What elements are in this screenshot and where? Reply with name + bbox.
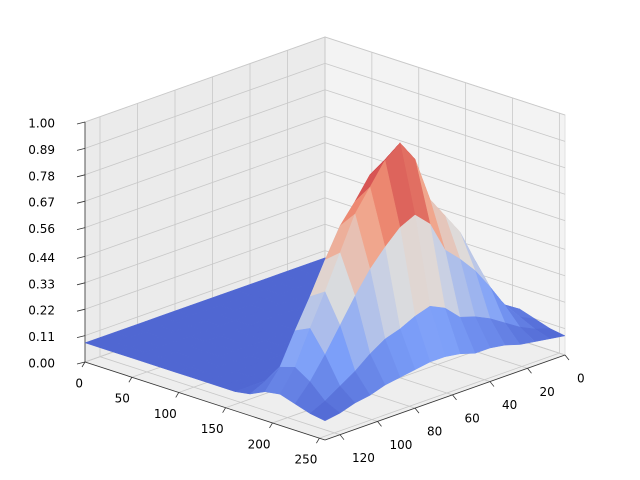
y-tick-label: 100 xyxy=(390,438,413,452)
tick-mark xyxy=(316,437,320,444)
x-tick-label: 200 xyxy=(248,437,271,451)
grid-line xyxy=(84,142,326,228)
x-tick-label: 150 xyxy=(201,422,224,436)
grid-line xyxy=(324,36,566,116)
z-tick-label: 1.00 xyxy=(28,117,55,131)
tick-mark xyxy=(377,421,382,427)
tick-mark xyxy=(175,392,180,398)
grid-line xyxy=(84,250,326,336)
grid-line xyxy=(324,115,566,195)
tick-mark xyxy=(76,148,86,151)
grid-line xyxy=(84,197,326,284)
tick-mark xyxy=(81,361,86,368)
tick-mark xyxy=(527,368,532,374)
x-tick-label: 250 xyxy=(294,453,317,467)
grid-line xyxy=(84,115,326,202)
z-tick-label: 0.89 xyxy=(28,143,55,157)
x-tick-label: 0 xyxy=(75,377,83,391)
tick-mark xyxy=(76,121,86,125)
y-tick-label: 0 xyxy=(577,372,585,386)
grid-line xyxy=(99,356,341,436)
z-tick-label: 0.11 xyxy=(28,330,55,344)
tick-mark xyxy=(414,407,420,414)
tick-mark xyxy=(76,227,86,230)
z-tick-label: 0.67 xyxy=(28,196,55,210)
tick-mark xyxy=(76,200,86,204)
tick-mark xyxy=(76,256,86,259)
grid-line xyxy=(84,171,326,257)
tick-mark xyxy=(222,407,226,413)
tick-mark xyxy=(128,377,133,383)
z-tick-label: 0.56 xyxy=(28,222,55,236)
tick-mark xyxy=(452,394,457,401)
z-tick-label: 0.33 xyxy=(28,277,55,291)
surface-patch xyxy=(309,400,341,422)
z-tick-label: 0.00 xyxy=(28,357,55,371)
grid-line xyxy=(319,352,560,439)
y-tick-label: 120 xyxy=(352,451,375,465)
tick-mark xyxy=(76,335,86,338)
tick-mark xyxy=(489,381,495,387)
grid-line xyxy=(84,223,326,310)
grid-line xyxy=(84,89,326,176)
tick-mark xyxy=(564,354,570,361)
grid-line xyxy=(84,36,326,123)
grid-line xyxy=(324,142,566,221)
tick-mark xyxy=(76,282,86,286)
y-tick-label: 60 xyxy=(465,411,480,425)
y-tick-label: 80 xyxy=(427,425,442,439)
grid-line xyxy=(324,63,566,142)
tick-mark xyxy=(339,434,345,440)
tick-mark xyxy=(76,174,86,178)
tick-mark xyxy=(269,422,273,429)
y-tick-label: 20 xyxy=(540,385,555,399)
axis-line xyxy=(324,354,566,441)
y-tick-label: 40 xyxy=(502,398,517,412)
axis-line xyxy=(84,361,326,441)
tick-mark xyxy=(76,308,86,312)
x-tick-label: 100 xyxy=(154,407,177,421)
z-tick-label: 0.78 xyxy=(28,169,55,183)
x-tick-label: 50 xyxy=(115,392,130,406)
z-tick-label: 0.22 xyxy=(28,304,55,318)
grid-line xyxy=(84,63,326,149)
grid-line xyxy=(324,89,566,169)
tick-mark xyxy=(76,361,86,365)
z-tick-label: 0.44 xyxy=(28,251,55,265)
